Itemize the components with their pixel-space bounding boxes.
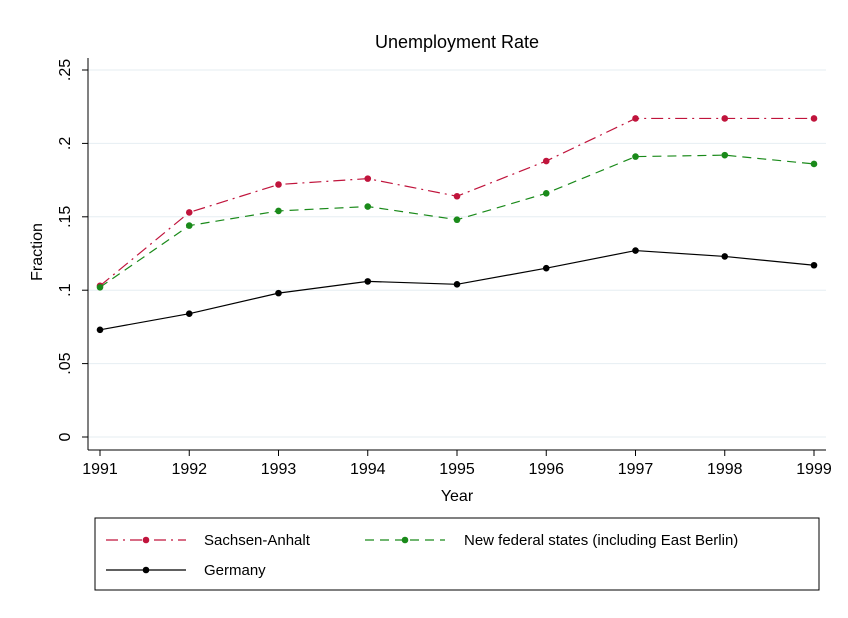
x-axis-label: Year <box>441 488 474 505</box>
series-layer <box>96 115 818 334</box>
data-point <box>632 153 639 160</box>
data-point <box>542 190 550 197</box>
data-point <box>96 283 104 291</box>
legend-swatch-marker <box>401 536 409 544</box>
series-1 <box>96 151 818 291</box>
series-2 <box>96 247 818 334</box>
legend-item: New federal states (including East Berli… <box>365 532 738 549</box>
legend-label: Sachsen-Anhalt <box>204 532 311 549</box>
legend-items: Sachsen-Anhalt New federal states (includ… <box>106 532 738 579</box>
data-point <box>632 115 639 122</box>
data-point <box>185 222 193 229</box>
legend-label: Germany <box>204 562 266 579</box>
data-point <box>810 160 818 168</box>
x-tick-label: 1999 <box>796 461 832 478</box>
x-tick-label: 1998 <box>707 461 743 478</box>
data-point <box>185 209 193 216</box>
data-point <box>542 264 550 272</box>
data-point <box>364 203 372 210</box>
y-tick-label: .25 <box>57 59 74 81</box>
x-tick-label: 1997 <box>618 461 654 478</box>
y-tick-label: .2 <box>57 137 74 150</box>
x-tick-label: 1993 <box>261 461 297 478</box>
legend-item: Sachsen-Anhalt <box>106 532 311 549</box>
chart-title: Unemployment Rate <box>375 32 539 52</box>
data-point <box>453 216 461 224</box>
legend-box <box>94 517 820 591</box>
data-point <box>810 261 818 269</box>
x-tick-label: 1994 <box>350 461 386 478</box>
x-tick-label: 1995 <box>439 461 475 478</box>
data-point <box>275 289 282 297</box>
axes: 0 .05 .1 .15 .2 .25 1991 1992 1993 1994 1995 1996 19… <box>57 58 832 478</box>
legend-item: Germany <box>106 562 266 579</box>
x-tick-label: 1996 <box>528 461 564 478</box>
y-tick-label: 0 <box>57 432 74 441</box>
data-point <box>632 247 639 254</box>
data-point <box>721 151 729 159</box>
data-point <box>96 326 104 334</box>
data-point <box>364 175 372 182</box>
data-point <box>542 157 550 165</box>
data-point <box>364 278 372 285</box>
data-point <box>453 281 461 288</box>
y-axis-label: Fraction <box>29 223 46 281</box>
legend-swatch-marker <box>142 536 150 544</box>
data-point <box>810 115 818 122</box>
x-tick-label: 1992 <box>171 461 207 478</box>
data-point <box>721 115 729 122</box>
data-point <box>275 207 282 215</box>
data-point <box>453 192 461 200</box>
data-point <box>275 181 282 188</box>
data-point <box>721 253 729 260</box>
data-point <box>185 310 193 317</box>
x-tick-label: 1991 <box>82 461 118 478</box>
legend: Sachsen-Anhalt New federal states (includ… <box>94 517 820 591</box>
legend-swatch-marker <box>142 566 150 574</box>
y-tick-label: .1 <box>57 283 74 296</box>
y-tick-label: .05 <box>57 352 74 374</box>
legend-label: New federal states (including East Berli… <box>464 532 738 549</box>
y-tick-label: .15 <box>57 206 74 228</box>
